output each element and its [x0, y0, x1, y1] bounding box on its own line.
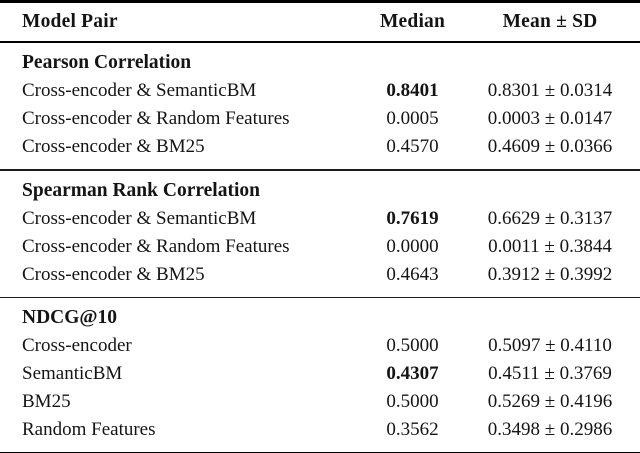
- column-header-model-pair: Model Pair: [22, 11, 118, 32]
- model-pair-cell: Cross-encoder: [22, 335, 132, 356]
- median-cell: 0.0005: [386, 108, 439, 129]
- median-cell: 0.7619: [386, 207, 439, 229]
- table-row: Cross-encoder & SemanticBM 0.8401 0.8301…: [0, 77, 640, 105]
- median-cell: 0.5000: [386, 391, 439, 412]
- table-row: Random Features 0.3562 0.3498 ± 0.2986: [0, 416, 640, 444]
- section-pearson-correlation: Pearson Correlation Cross-encoder & Sema…: [0, 43, 640, 169]
- table-header-row: Model Pair Median Mean ± SD: [0, 3, 640, 41]
- model-pair-cell: Cross-encoder & SemanticBM: [22, 207, 257, 229]
- median-cell: 0.8401: [386, 80, 439, 101]
- mean-sd-cell: 0.3498 ± 0.2986: [487, 419, 613, 440]
- median-cell: 0.0000: [386, 235, 439, 257]
- section-rule: [0, 169, 640, 171]
- section-title-row: Spearman Rank Correlation: [0, 177, 640, 205]
- table-row: Cross-encoder & Random Features 0.0000 0…: [0, 233, 640, 261]
- mean-sd-cell: 0.5097 ± 0.4110: [488, 335, 612, 356]
- table-row: Cross-encoder & SemanticBM 0.7619 0.6629…: [0, 205, 640, 233]
- column-header-mean-sd: Mean ± SD: [502, 11, 598, 32]
- model-pair-cell: BM25: [22, 391, 71, 412]
- top-rule: [0, 0, 640, 3]
- mean-sd-cell: 0.4511 ± 0.3769: [488, 363, 612, 384]
- section-spearman-rank-correlation: Spearman Rank Correlation Cross-encoder …: [0, 171, 640, 297]
- model-pair-cell: Cross-encoder & Random Features: [22, 108, 290, 129]
- section-title: Pearson Correlation: [22, 52, 192, 73]
- section-ndcg-10: NDCG@10 Cross-encoder 0.5000 0.5097 ± 0.…: [0, 298, 640, 452]
- header-rule: [0, 41, 640, 43]
- section-title-row: NDCG@10: [0, 304, 640, 332]
- median-cell: 0.4643: [386, 263, 439, 285]
- model-pair-cell: Cross-encoder & BM25: [22, 263, 205, 285]
- mean-sd-cell: 0.5269 ± 0.4196: [487, 391, 613, 412]
- section-title: Spearman Rank Correlation: [22, 179, 260, 201]
- model-pair-cell: Cross-encoder & SemanticBM: [22, 80, 257, 101]
- model-pair-cell: Cross-encoder & BM25: [22, 136, 205, 157]
- mean-sd-cell: 0.0011 ± 0.3844: [488, 235, 612, 257]
- model-pair-cell: SemanticBM: [22, 363, 123, 384]
- mean-sd-cell: 0.8301 ± 0.0314: [487, 80, 613, 101]
- table-row: Cross-encoder & BM25 0.4570 0.4609 ± 0.0…: [0, 133, 640, 161]
- section-rule: [0, 296, 640, 298]
- median-cell: 0.4570: [386, 136, 439, 157]
- mean-sd-cell: 0.6629 ± 0.3137: [487, 207, 613, 229]
- table-row: Cross-encoder 0.5000 0.5097 ± 0.4110: [0, 332, 640, 360]
- table-row: Cross-encoder & Random Features 0.0005 0…: [0, 105, 640, 133]
- median-cell: 0.5000: [386, 335, 439, 356]
- section-title-row: Pearson Correlation: [0, 49, 640, 77]
- mean-sd-cell: 0.3912 ± 0.3992: [487, 263, 613, 285]
- table-row: SemanticBM 0.4307 0.4511 ± 0.3769: [0, 360, 640, 388]
- mean-sd-cell: 0.4609 ± 0.0366: [487, 136, 613, 157]
- section-title: NDCG@10: [22, 307, 118, 328]
- table-row: Cross-encoder & BM25 0.4643 0.3912 ± 0.3…: [0, 261, 640, 289]
- column-header-median: Median: [379, 11, 446, 32]
- mean-sd-cell: 0.0003 ± 0.0147: [487, 108, 613, 129]
- median-cell: 0.4307: [386, 363, 439, 384]
- model-pair-cell: Random Features: [22, 419, 156, 440]
- model-pair-cell: Cross-encoder & Random Features: [22, 235, 290, 257]
- table-row: BM25 0.5000 0.5269 ± 0.4196: [0, 388, 640, 416]
- median-cell: 0.3562: [386, 419, 439, 440]
